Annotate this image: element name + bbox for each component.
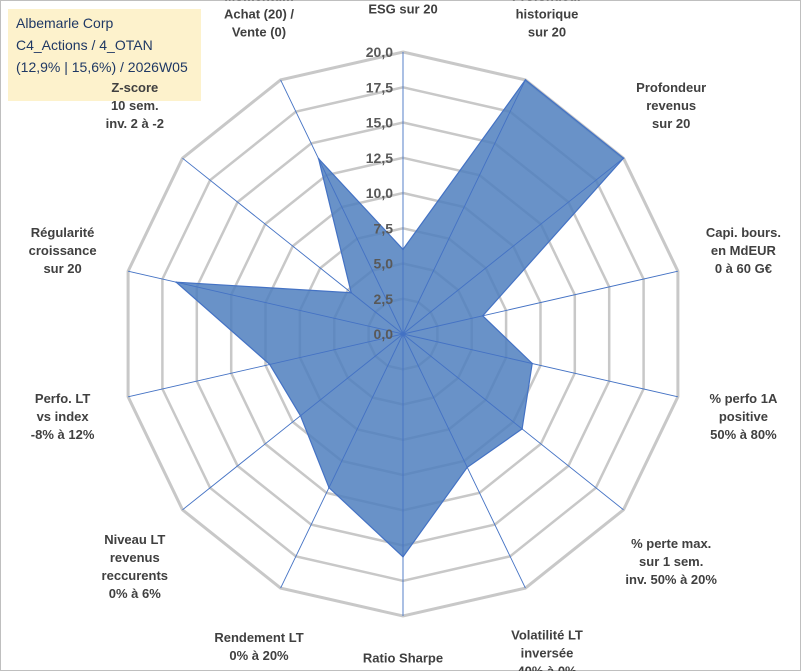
spoke-9: [182, 333, 404, 511]
tick-label-7: 17,5: [366, 79, 393, 95]
tick-label-3: 7,5: [374, 220, 394, 236]
axis-label-7-line-1: 0 à 1: [389, 668, 418, 671]
axis-label-9-line-0: Niveau LT: [104, 532, 165, 547]
axis-label-4-line-2: 50% à 80%: [710, 427, 777, 442]
axis-label-1: Profondeur historique sur 20: [512, 0, 582, 39]
axis-label-7: Ratio Sharpe 0 à 1: [363, 650, 443, 671]
axis-label-8-line-0: Rendement LT: [214, 630, 303, 645]
axis-label-9-line-3: 0% à 6%: [109, 586, 161, 601]
radar-series: [174, 79, 625, 558]
spoke-6: [402, 333, 526, 589]
spoke-4: [402, 333, 679, 398]
tick-label-1: 2,5: [374, 291, 394, 307]
chart-title-line-1: Albemarle Corp: [16, 15, 114, 31]
axis-label-3-line-1: en MdEUR: [711, 243, 777, 258]
spoke-11: [127, 270, 404, 335]
tick-label-0: 0,0: [374, 326, 394, 342]
spoke-10: [127, 333, 404, 398]
spoke-5: [402, 333, 624, 511]
axis-label-1-line-2: sur 20: [528, 24, 566, 39]
axis-label-9-line-1: revenus: [110, 550, 160, 565]
tick-label-2: 5,0: [374, 256, 394, 272]
axis-label-6: Volatilité LT inversée 40% à 0%: [511, 628, 583, 671]
axis-label-9-line-2: reccurents: [102, 568, 168, 583]
spoke-2: [402, 157, 624, 335]
axis-label-3-line-2: 0 à 60 G€: [715, 261, 772, 276]
axis-label-5: % perte max. sur 1 sem. inv. 50% à 20%: [625, 536, 717, 587]
axis-label-2-line-1: revenus: [646, 98, 696, 113]
axis-label-10: Perfo. LT vs index -8% à 12%: [31, 391, 95, 442]
axis-label-1-line-0: Profondeur: [512, 0, 582, 3]
axis-label-6-line-2: 40% à 0%: [517, 664, 577, 671]
axis-label-0: NoteESG sur 20: [368, 0, 437, 17]
axis-label-13-line-0: Momentum: [224, 0, 293, 3]
axis-label-13-line-2: Vente (0): [232, 24, 286, 39]
axis-label-13: Momentum Achat (20) / Vente (0): [224, 0, 294, 39]
axis-label-8-line-1: 0% à 20%: [229, 648, 289, 663]
tick-label-6: 15,0: [366, 115, 393, 131]
axis-label-6-line-1: inversée: [521, 646, 574, 661]
spoke-12: [182, 157, 404, 335]
axis-label-3-line-0: Capi. bours.: [706, 225, 781, 240]
axis-label-11-line-1: croissance: [29, 243, 97, 258]
axis-label-5-line-2: inv. 50% à 20%: [625, 572, 717, 587]
axis-label-4-line-1: positive: [719, 409, 768, 424]
series-polygon: [174, 79, 625, 558]
axis-label-11: Régularité croissance sur 20: [29, 225, 97, 276]
axis-label-9: Niveau LT revenus reccurents 0% à 6%: [102, 532, 168, 601]
spoke-3: [402, 270, 679, 335]
chart-title-line-2: C4_Actions / 4_OTAN: [16, 37, 153, 53]
spoke-1: [402, 79, 526, 335]
axis-label-7-line-0: Ratio Sharpe: [363, 650, 443, 665]
spoke-13: [280, 79, 404, 335]
axis-label-13-line-1: Achat (20) /: [224, 6, 294, 21]
tick-label-5: 12,5: [366, 150, 393, 166]
tick-label-8: 20,0: [366, 44, 393, 60]
axis-label-12: Z-score 10 sem. inv. 2 à -2: [106, 80, 164, 131]
axis-label-10-line-2: -8% à 12%: [31, 427, 95, 442]
radar-spokes: [127, 52, 679, 616]
spoke-8: [280, 333, 404, 589]
chart-title-line-3: (12,9% | 15,6%) / 2026W05: [16, 59, 188, 75]
axis-label-12-line-0: Z-score: [111, 80, 158, 95]
radar-axis-labels: NoteESG sur 20 Profondeur historique sur 20…: [29, 0, 781, 671]
axis-label-0-line-1: ESG sur 20: [368, 2, 437, 17]
axis-label-10-line-0: Perfo. LT: [35, 391, 90, 406]
radar-tick-labels: 0,0 2,5 5,0 7,5 10,0 12,5 15,0 17,5 20,0: [366, 44, 393, 342]
axis-label-4-line-0: % perfo 1A: [709, 391, 778, 406]
axis-label-6-line-0: Volatilité LT: [511, 628, 583, 643]
axis-label-11-line-0: Régularité: [31, 225, 95, 240]
axis-label-5-line-1: sur 1 sem.: [639, 554, 703, 569]
axis-label-12-line-2: inv. 2 à -2: [106, 116, 164, 131]
axis-label-2: Profondeur revenus sur 20: [636, 80, 706, 131]
axis-label-11-line-2: sur 20: [43, 261, 81, 276]
axis-label-4: % perfo 1A positive 50% à 80%: [709, 391, 778, 442]
axis-label-5-line-0: % perte max.: [631, 536, 711, 551]
chart-title-box: Albemarle Corp C4_Actions / 4_OTAN (12,9…: [8, 9, 201, 101]
tick-label-4: 10,0: [366, 185, 393, 201]
axis-label-1-line-1: historique: [516, 6, 579, 21]
axis-label-12-line-1: 10 sem.: [111, 98, 159, 113]
axis-label-3: Capi. bours. en MdEUR 0 à 60 G€: [706, 225, 781, 276]
axis-label-2-line-0: Profondeur: [636, 80, 706, 95]
axis-label-8: Rendement LT 0% à 20%: [214, 630, 303, 663]
axis-label-10-line-1: vs index: [37, 409, 90, 424]
axis-label-2-line-2: sur 20: [652, 116, 690, 131]
